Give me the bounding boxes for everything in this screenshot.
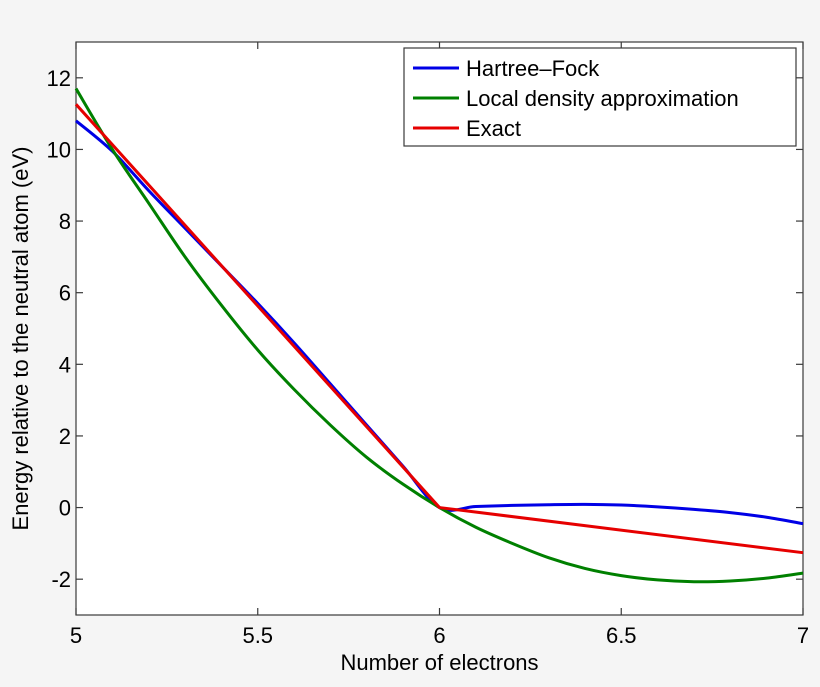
y-tick-label: 2	[59, 424, 71, 449]
y-axis-label: Energy relative to the neutral atom (eV)	[8, 147, 33, 531]
y-tick-label: 8	[59, 209, 71, 234]
x-tick-label: 6.5	[606, 623, 637, 648]
legend-box	[403, 47, 797, 147]
y-tick-label: 12	[47, 66, 71, 91]
series-line-exact	[74, 103, 804, 555]
legend-label: Hartree–Fock	[466, 56, 600, 81]
x-axis-label: Number of electrons	[340, 650, 538, 675]
x-tick-label: 5.5	[242, 623, 273, 648]
y-tick-label: -2	[51, 567, 71, 592]
x-tick-label: 6	[433, 623, 445, 648]
y-tick-label: 0	[59, 496, 71, 521]
y-tick-label: 6	[59, 281, 71, 306]
y-tick-label: 4	[59, 352, 71, 377]
x-tick-label: 7	[797, 623, 809, 648]
y-tick-label: 10	[47, 137, 71, 162]
x-tick-label: 5	[70, 623, 82, 648]
legend-label: Local density approximation	[466, 86, 739, 111]
legend-label: Exact	[466, 116, 521, 141]
